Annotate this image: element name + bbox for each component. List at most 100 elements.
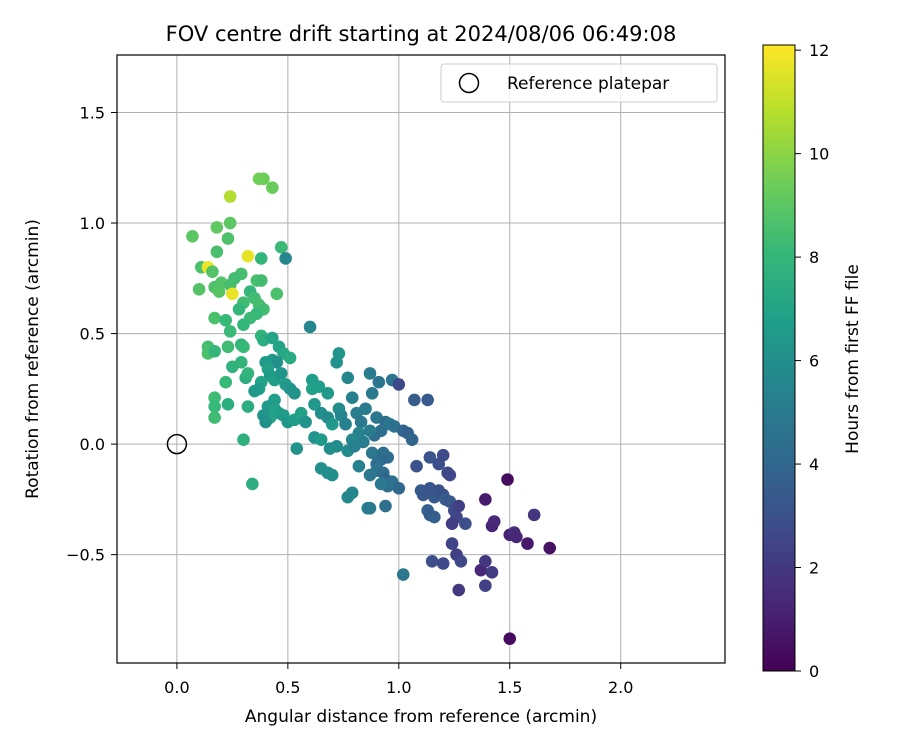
data-point [237, 340, 250, 354]
data-point [208, 411, 221, 424]
data-point [454, 554, 468, 568]
data-point [363, 367, 377, 380]
x-tick-label: 1.5 [497, 678, 522, 697]
data-point [363, 501, 377, 515]
data-point [341, 371, 355, 385]
data-point [339, 417, 352, 431]
data-point [485, 566, 499, 579]
data-point [299, 415, 312, 429]
colorbar-tick-label: 12 [809, 41, 829, 60]
data-point [259, 415, 272, 429]
colorbar-tick-label: 10 [809, 145, 829, 164]
data-point [237, 318, 250, 332]
data-point [308, 398, 321, 411]
data-point [452, 583, 466, 597]
data-point [270, 287, 284, 301]
data-point [219, 314, 233, 327]
x-tick-label: 1.0 [386, 678, 411, 697]
x-axis: 0.0 0.5 1.0 1.5 2.0 [164, 663, 633, 697]
data-point [521, 537, 534, 550]
data-point [288, 386, 301, 400]
data-point [212, 285, 226, 298]
colorbar-gradient [762, 44, 796, 672]
data-point [232, 302, 246, 316]
data-point [221, 340, 235, 354]
data-point [543, 541, 557, 555]
chart-title: FOV centre drift starting at 2024/08/06 … [166, 22, 677, 46]
data-point [312, 380, 326, 393]
data-point [372, 375, 386, 389]
grid [117, 55, 725, 663]
plot-frame [116, 54, 726, 664]
legend-marker-icon [458, 72, 480, 94]
data-point [487, 515, 501, 528]
data-point [325, 417, 339, 431]
colorbar: 0 2 4 6 8 10 12 [762, 41, 829, 681]
data-point [270, 356, 284, 369]
data-point [208, 400, 221, 413]
data-point [237, 433, 250, 446]
data-point [208, 344, 221, 358]
data-point [479, 493, 492, 506]
data-point [374, 477, 388, 491]
data-point [279, 252, 292, 265]
data-point [221, 398, 235, 411]
data-point [186, 229, 199, 243]
x-tick-label: 0.5 [275, 678, 300, 697]
data-point [428, 510, 441, 524]
data-point [345, 391, 359, 404]
data-point [208, 391, 221, 404]
data-point [363, 424, 377, 438]
data-point [325, 468, 339, 482]
legend-label: Reference platepar [507, 74, 669, 94]
data-point [226, 360, 239, 374]
data-point [206, 265, 219, 278]
data-point [359, 402, 372, 416]
colorbar-tick-label: 8 [809, 248, 819, 267]
data-point [421, 393, 434, 407]
legend: Reference platepar [440, 63, 718, 103]
data-point [503, 632, 517, 645]
x-tick-label: 2.0 [608, 678, 633, 697]
data-point [274, 241, 288, 254]
data-point [330, 356, 343, 369]
data-point [445, 517, 459, 531]
data-point [254, 274, 268, 287]
data-point [330, 440, 343, 453]
data-point [410, 459, 423, 473]
x-tick-label: 0.0 [164, 678, 189, 697]
data-point [405, 433, 419, 446]
data-point [303, 320, 317, 334]
data-point [248, 384, 261, 398]
data-point [352, 459, 366, 473]
data-point [396, 568, 410, 581]
y-tick-label: 0.0 [80, 435, 105, 454]
data-point [423, 451, 437, 464]
colorbar-label: Hours from first FF file [843, 264, 863, 454]
data-point [192, 283, 206, 296]
data-point [408, 393, 421, 407]
data-point [210, 245, 224, 259]
data-point [345, 486, 359, 500]
data-point [246, 477, 259, 491]
legend-box [440, 63, 718, 103]
data-point [283, 351, 297, 365]
data-point [314, 433, 328, 446]
data-point [357, 435, 370, 449]
data-point [425, 554, 439, 568]
data-point [221, 232, 235, 245]
data-point [365, 446, 379, 460]
colorbar-tick-label: 4 [809, 455, 819, 474]
data-point [445, 537, 459, 550]
colorbar-tick-label: 6 [809, 352, 819, 371]
data-point [510, 530, 523, 544]
y-tick-label: 0.5 [80, 325, 105, 344]
data-point [392, 378, 406, 391]
data-point [210, 221, 224, 234]
data-point [241, 249, 255, 263]
data-point [527, 508, 541, 522]
x-axis-label: Angular distance from reference (arcmin) [245, 707, 597, 727]
y-axis-label: Rotation from reference (arcmin) [23, 219, 43, 499]
y-axis: −0.5 0.0 0.5 1.0 1.5 [66, 103, 117, 565]
